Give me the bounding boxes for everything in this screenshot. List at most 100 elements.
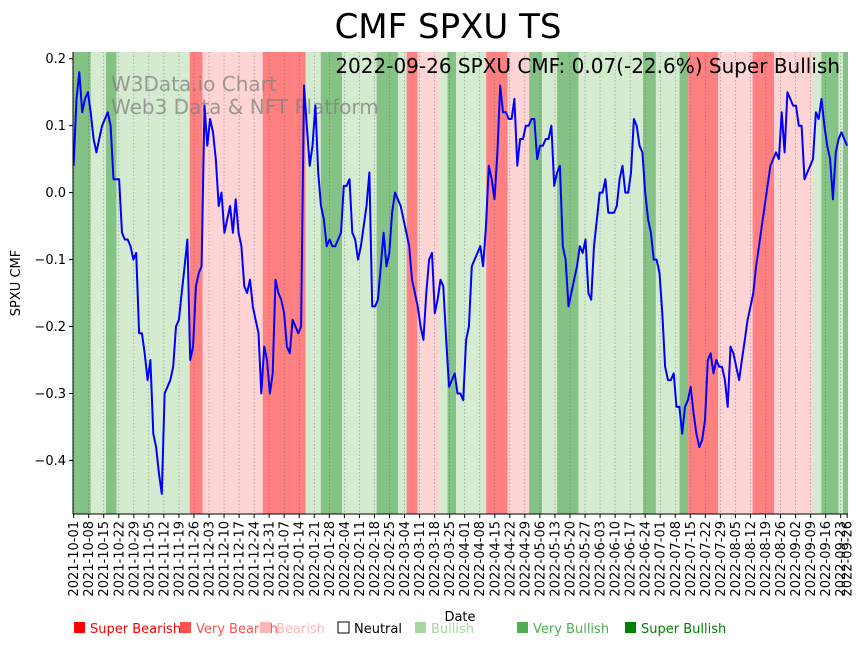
x-axis-label: Date bbox=[444, 610, 475, 625]
x-tick-label: 2022-04-08 bbox=[473, 521, 488, 597]
x-tick-label: 2022-03-11 bbox=[413, 521, 428, 597]
x-tick-label: 2021-11-05 bbox=[142, 521, 157, 597]
sentiment-band-bearish bbox=[507, 52, 530, 514]
sentiment-band-very-bearish bbox=[288, 52, 295, 514]
sentiment-band-very-bullish bbox=[105, 52, 117, 514]
chart-title: CMF SPXU TS bbox=[335, 7, 562, 47]
x-tick-label: 2022-05-13 bbox=[548, 521, 563, 597]
legend-swatch-super-bearish bbox=[74, 622, 85, 633]
x-tick-label: 2021-10-01 bbox=[67, 521, 82, 597]
x-tick-label: 2021-12-31 bbox=[263, 521, 278, 597]
watermark-line-2: Web3 Data & NFT Platform bbox=[111, 95, 379, 119]
x-tick-label: 2022-04-15 bbox=[488, 521, 503, 597]
x-tick-label: 2022-02-11 bbox=[353, 521, 368, 597]
x-tick-label: 2022-08-26 bbox=[774, 521, 789, 597]
chart-annotation: 2022-09-26 SPXU CMF: 0.07(-22.6%) Super … bbox=[335, 54, 840, 78]
x-axis-ticks: 2021-10-01 2021-10-08 2021-10-15 2021-10-22… bbox=[67, 514, 856, 597]
x-tick-label: 2022-01-21 bbox=[308, 521, 323, 597]
legend-swatch-bullish bbox=[415, 622, 426, 633]
y-tick-label: 0.0 bbox=[45, 186, 66, 201]
x-tick-label: 2022-04-01 bbox=[458, 521, 473, 597]
sentiment-band-very-bullish bbox=[643, 52, 656, 514]
x-tick-label: 2022-05-20 bbox=[563, 521, 578, 597]
legend-swatch-super-bullish bbox=[625, 622, 636, 633]
x-tick-label: 2022-09-02 bbox=[789, 521, 804, 597]
x-tick-label: 2021-11-12 bbox=[157, 521, 172, 597]
x-tick-label: 2022-08-12 bbox=[744, 521, 759, 597]
sentiment-band-very-bullish bbox=[679, 52, 689, 514]
sentiment-band-bearish bbox=[417, 52, 439, 514]
sentiment-band-bullish bbox=[90, 52, 106, 514]
sentiment-band-very-bullish bbox=[320, 52, 343, 514]
legend-label-bullish: Bullish bbox=[431, 622, 474, 637]
sentiment-band-bearish bbox=[774, 52, 813, 514]
y-tick-label: −0.4 bbox=[34, 454, 66, 469]
x-tick-label: 2022-01-28 bbox=[323, 521, 338, 597]
legend-label-neutral: Neutral bbox=[354, 622, 402, 637]
cmf-series-line bbox=[72, 71, 849, 495]
sentiment-band-super-bearish bbox=[688, 52, 719, 514]
watermark: W3Data.io Chart Web3 Data & NFT Platform bbox=[111, 72, 379, 119]
sentiment-band-very-bullish bbox=[376, 52, 399, 514]
sentiment-band-super-bearish bbox=[294, 52, 306, 514]
sentiment-band-very-bullish bbox=[529, 52, 543, 514]
x-tick-label: 2022-02-25 bbox=[383, 521, 398, 597]
sentiment-band-bullish bbox=[438, 52, 448, 514]
x-tick-label: 2022-03-18 bbox=[428, 521, 443, 597]
x-tick-label: 2021-10-08 bbox=[82, 521, 97, 597]
x-tick-label: 2022-01-14 bbox=[293, 521, 308, 597]
x-tick-label: 2022-08-05 bbox=[729, 521, 744, 597]
x-tick-label: 2021-10-22 bbox=[112, 521, 127, 597]
y-tick-label: 0.1 bbox=[45, 119, 66, 134]
sentiment-band-bullish bbox=[812, 52, 822, 514]
watermark-line-1: W3Data.io Chart bbox=[111, 72, 277, 96]
x-tick-label: 2021-11-26 bbox=[187, 521, 202, 597]
x-tick-label: 2022-06-03 bbox=[594, 521, 609, 597]
y-axis-ticks: 0.2 0.1 0.0 −0.1 −0.2 −0.3 −0.4 bbox=[34, 52, 73, 469]
x-tick-label: 2022-09-26 bbox=[841, 521, 856, 597]
y-tick-label: 0.2 bbox=[45, 52, 66, 67]
x-tick-label: 2021-12-03 bbox=[203, 521, 218, 597]
x-tick-label: 2022-08-19 bbox=[759, 521, 774, 597]
sentiment-band-bullish bbox=[655, 52, 680, 514]
x-tick-label: 2022-03-04 bbox=[398, 521, 413, 597]
x-tick-label: 2022-06-24 bbox=[639, 521, 654, 597]
x-tick-label: 2022-02-18 bbox=[368, 521, 383, 597]
x-tick-label: 2022-09-23 bbox=[834, 521, 849, 597]
legend-swatch-neutral bbox=[337, 621, 350, 634]
legend-label-super-bullish: Super Bullish bbox=[641, 622, 726, 637]
axes bbox=[72, 52, 848, 515]
legend-swatch-very-bearish bbox=[180, 622, 191, 633]
legend-label-super-bearish: Super Bearish bbox=[90, 622, 181, 637]
x-tick-label: 2021-12-10 bbox=[218, 521, 233, 597]
sentiment-band-very-bullish bbox=[73, 52, 91, 514]
x-tick-label: 2022-09-09 bbox=[804, 521, 819, 597]
sentiment-band-very-bullish bbox=[447, 52, 457, 514]
x-tick-label: 2022-06-17 bbox=[624, 521, 639, 597]
x-tick-label: 2022-02-04 bbox=[338, 521, 353, 597]
y-tick-label: −0.3 bbox=[34, 387, 66, 402]
sentiment-band-super-bearish bbox=[752, 52, 775, 514]
x-tick-label: 2022-07-29 bbox=[714, 521, 729, 597]
x-tick-label: 2022-09-16 bbox=[819, 521, 834, 597]
x-tick-label: 2022-07-22 bbox=[699, 521, 714, 597]
y-tick-label: −0.1 bbox=[34, 253, 66, 268]
legend-label-very-bullish: Very Bullish bbox=[533, 622, 609, 637]
sentiment-band-bullish bbox=[305, 52, 321, 514]
x-tick-label: 2022-01-07 bbox=[278, 521, 293, 597]
sentiment-band-bullish bbox=[398, 52, 407, 514]
sentiment-bands bbox=[73, 52, 848, 514]
legend-swatch-bearish bbox=[260, 622, 271, 633]
date-gridlines bbox=[73, 52, 841, 514]
x-tick-label: 2021-12-24 bbox=[248, 521, 263, 597]
sentiment-band-super-bearish bbox=[486, 52, 508, 514]
x-tick-label: 2021-10-29 bbox=[127, 521, 142, 597]
x-tick-label: 2022-06-10 bbox=[609, 521, 624, 597]
x-tick-label: 2022-05-27 bbox=[579, 521, 594, 597]
sentiment-band-bullish bbox=[578, 52, 590, 514]
legend-swatch-very-bullish bbox=[517, 622, 528, 633]
x-tick-label: 2021-10-15 bbox=[97, 521, 112, 597]
x-tick-label: 2022-04-22 bbox=[503, 521, 518, 597]
